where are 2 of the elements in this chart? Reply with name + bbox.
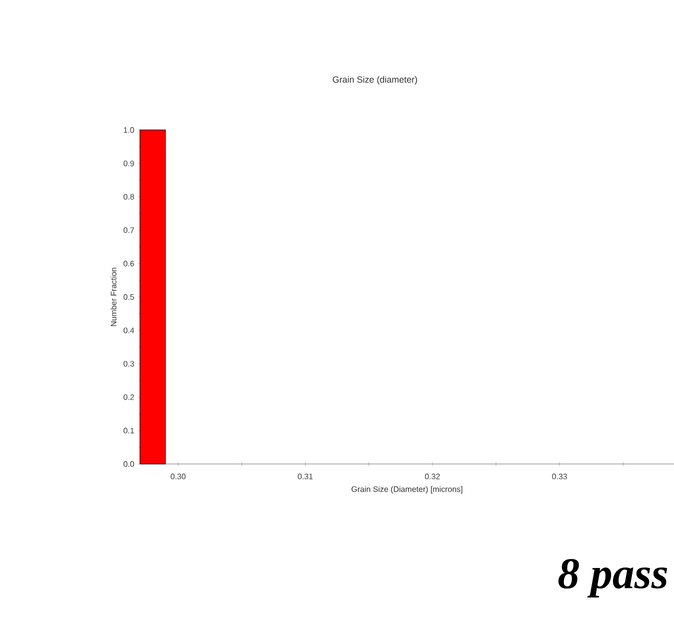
chart-title: Grain Size (diameter) xyxy=(332,76,418,84)
text: 8 pass xyxy=(558,558,668,598)
